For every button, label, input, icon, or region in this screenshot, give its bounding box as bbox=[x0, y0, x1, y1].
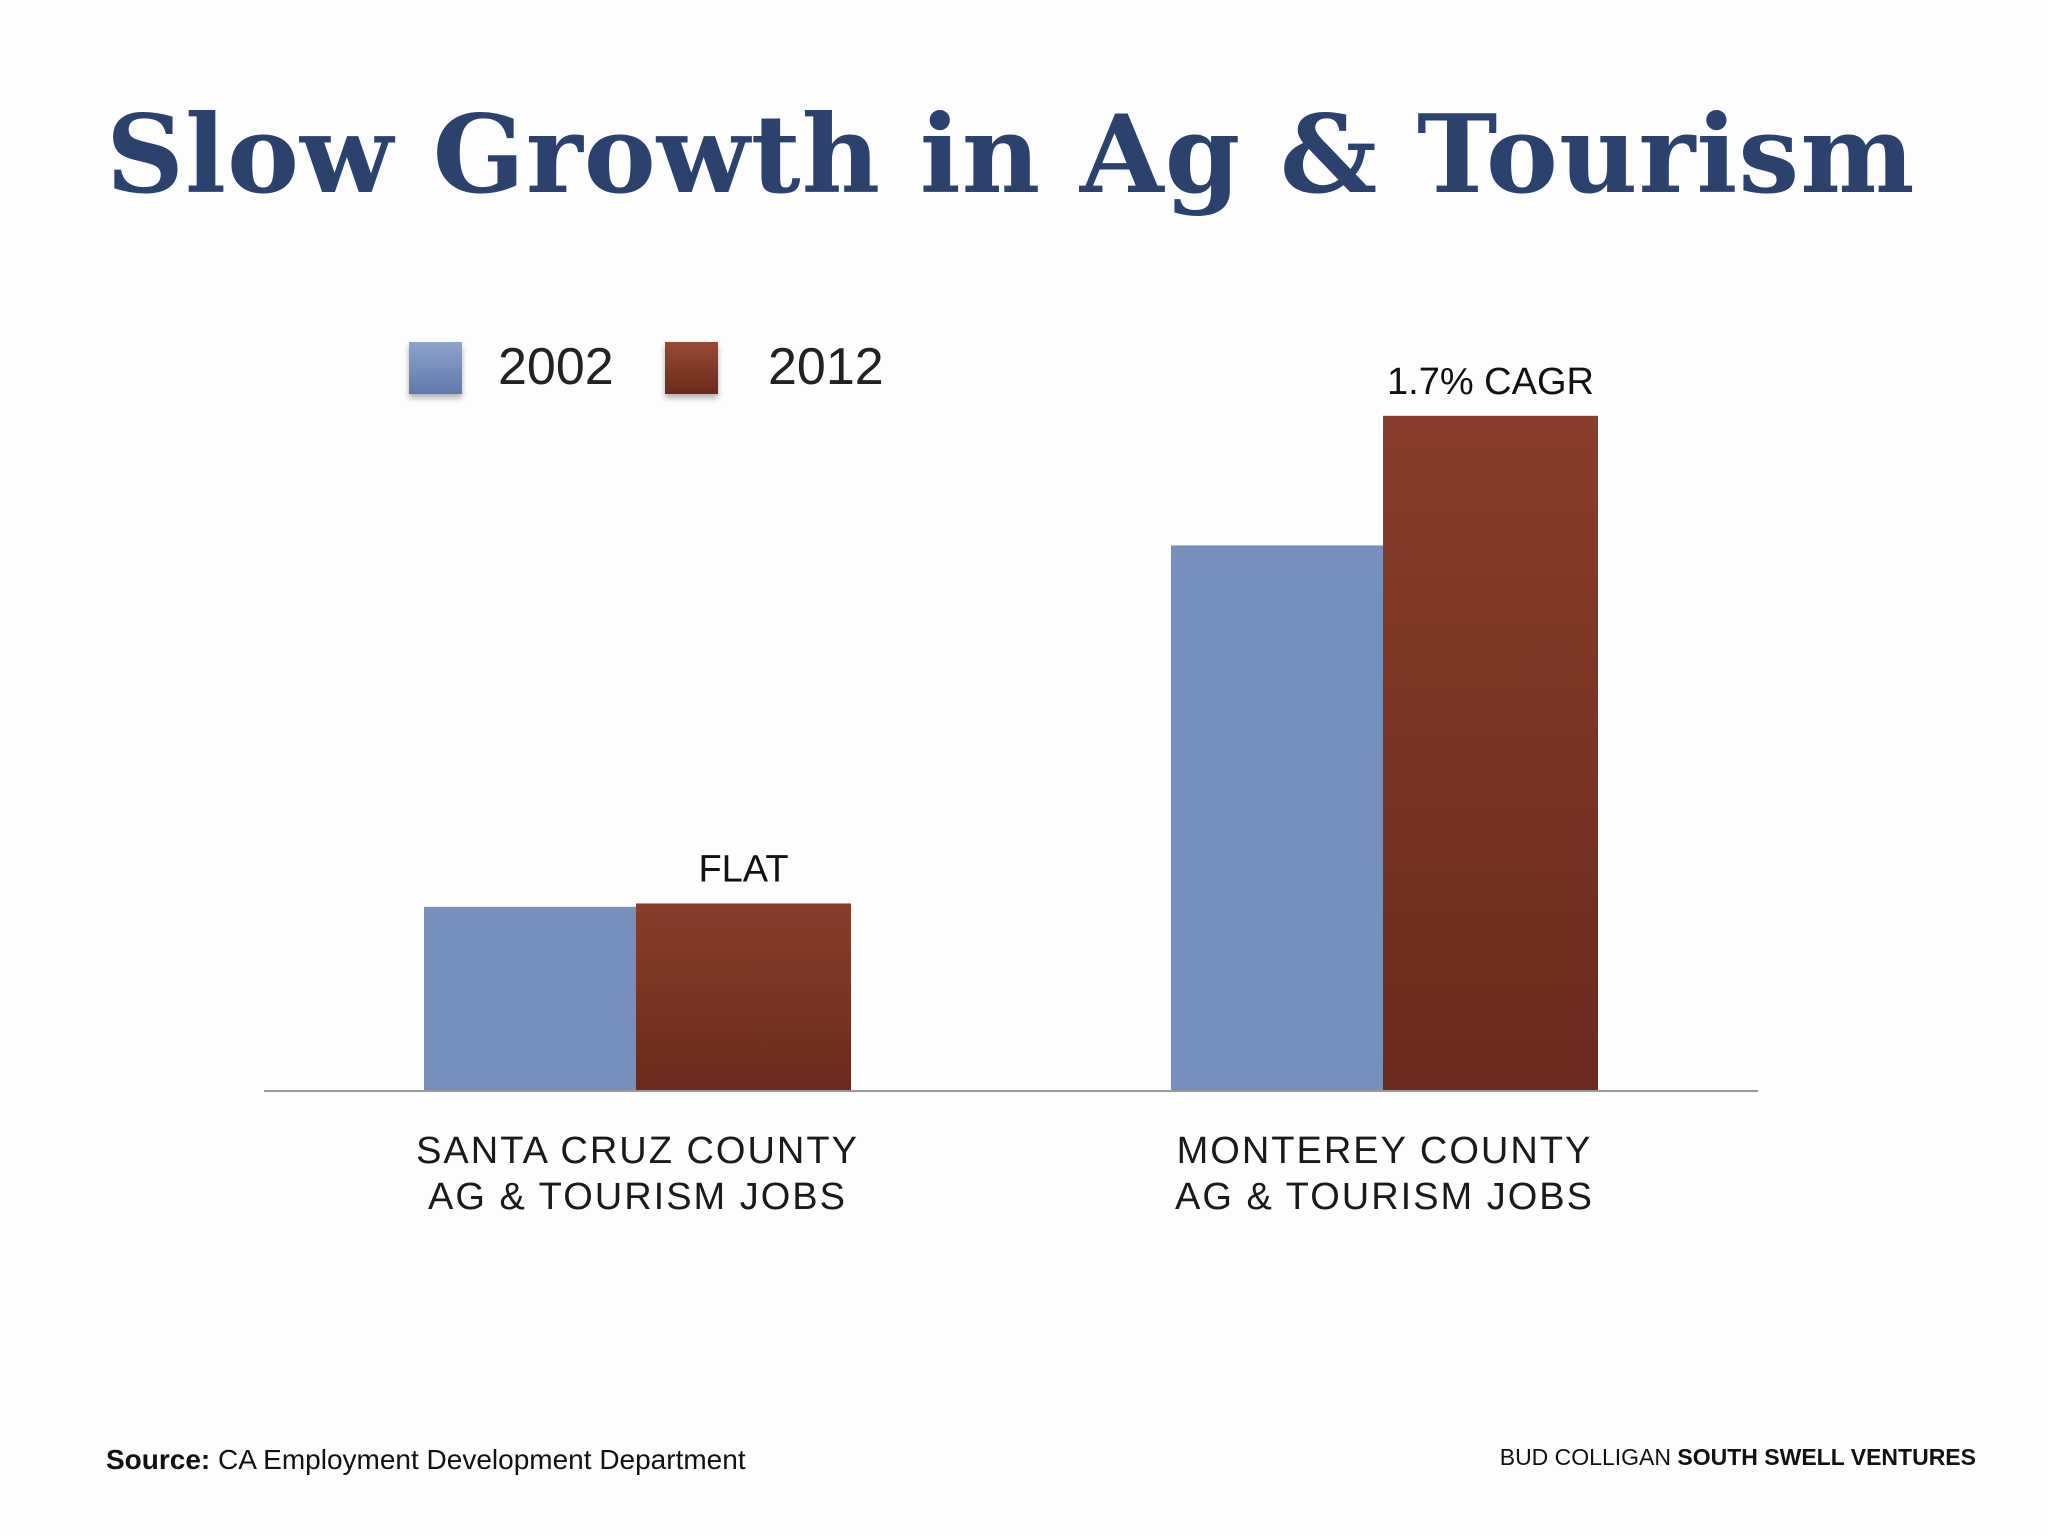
bar-2002-cat0 bbox=[424, 906, 636, 1091]
annotation-1: 1.7% CAGR bbox=[1387, 361, 1594, 403]
source-text: CA Employment Development Department bbox=[218, 1444, 746, 1475]
source-label: Source: bbox=[106, 1444, 211, 1475]
source-note: Source: CA Employment Development Depart… bbox=[106, 1444, 746, 1476]
category-label-0-line0: SANTA CRUZ COUNTY bbox=[416, 1130, 859, 1172]
bar-2012-cat0 bbox=[636, 903, 851, 1091]
slide-title: Slow Growth in Ag & Tourism bbox=[106, 92, 1916, 218]
credit-note: BUD COLLIGAN SOUTH SWELL VENTURES bbox=[1500, 1444, 1976, 1471]
credit-company: SOUTH SWELL VENTURES bbox=[1677, 1444, 1976, 1470]
credit-name: BUD COLLIGAN bbox=[1499, 1444, 1671, 1470]
annotation-0: FLAT bbox=[698, 848, 788, 890]
legend-label-2002: 2002 bbox=[498, 338, 614, 396]
category-label-1-line0: MONTEREY COUNTY bbox=[1177, 1130, 1593, 1172]
bar-2012-cat1 bbox=[1383, 415, 1598, 1091]
legend-swatch-2012 bbox=[665, 342, 718, 394]
category-label-1-line1: AG & TOURISM JOBS bbox=[1175, 1176, 1594, 1218]
legend-swatch-2002 bbox=[409, 342, 462, 394]
legend-label-2012: 2012 bbox=[768, 338, 884, 396]
category-label-0-line1: AG & TOURISM JOBS bbox=[428, 1176, 847, 1218]
bar-2002-cat1 bbox=[1171, 545, 1383, 1091]
